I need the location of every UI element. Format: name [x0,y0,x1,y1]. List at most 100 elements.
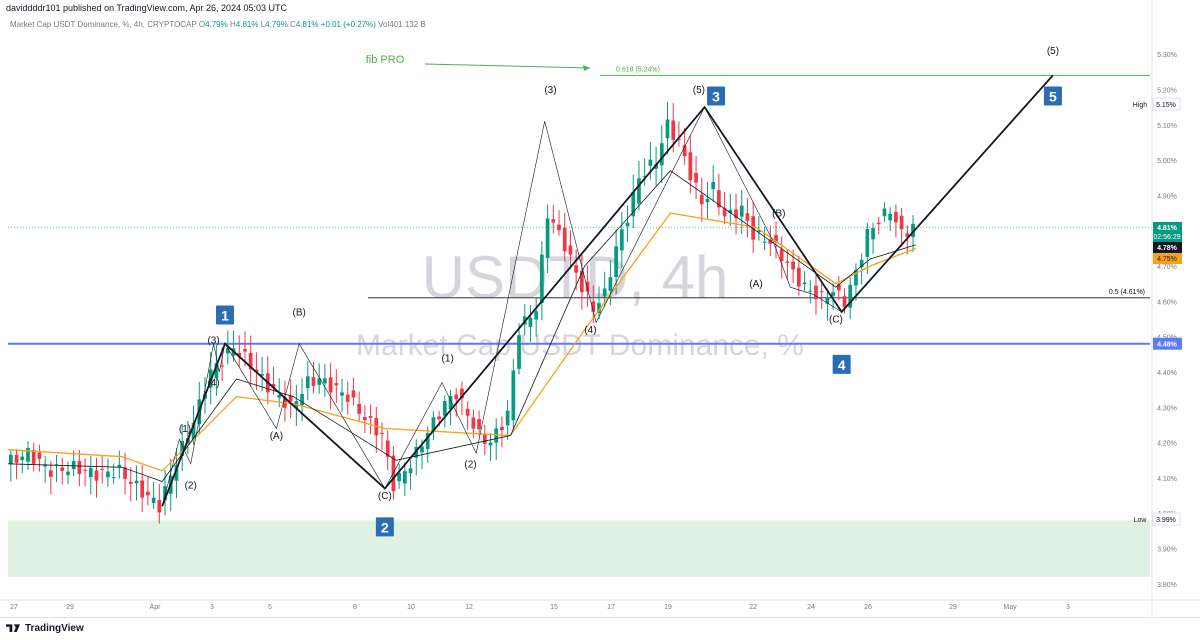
candle-body [825,297,830,304]
candle-body [54,464,59,466]
wave-label: (2) [464,459,476,470]
watermark-symbol: USDTD, 4h [422,244,729,311]
y-tick-label: 4.20% [1157,441,1177,448]
candle-body [659,143,664,166]
candle-body [260,374,264,376]
x-tick-label: 17 [607,604,615,611]
countdown: 02:56:29 [1153,234,1180,241]
y-tick-label: 4.60% [1157,299,1177,306]
candle-body [785,261,790,263]
close-value: 4.81% [295,20,319,29]
x-tick-label: May [1003,604,1017,611]
candle-body [574,265,579,273]
symbol-legend: Market Cap USDT Dominance, %, 4h, CRYPTO… [10,20,426,29]
wave-label: (4) [584,325,596,336]
candle-body [380,432,384,434]
candle-body [779,249,784,261]
low-value: 4.79% [265,20,288,29]
x-tick-label: 3 [1066,604,1070,611]
candle-body [454,394,459,400]
x-tick-label: 12 [465,604,473,611]
candle-body [157,500,162,513]
x-tick-label: 27 [10,604,18,611]
x-tick-label: 3 [210,604,214,611]
high-label: High [1133,102,1148,109]
candle-body [637,178,641,204]
candle-body [614,246,618,278]
candle-body [8,454,13,464]
wave-label: (5) [693,85,705,96]
legend-title: Market Cap USDT Dominance, %, 4h, CRYPTO… [10,20,197,29]
candle-body [517,335,521,369]
candle-body [540,254,544,303]
candle-body [836,284,841,291]
x-tick-label: 29 [949,604,957,611]
wave-box-bg [832,354,851,374]
change-value: +0.01 (+0.27%) [320,20,376,29]
wave-box-3: 3 [707,86,726,106]
candle-body [642,176,647,178]
open-value: 4.79% [205,20,228,29]
wave-box-label: 5 [1049,89,1057,105]
candle-body [911,223,915,238]
candle-body [757,230,761,233]
candle-body [842,296,847,308]
candle-body [351,390,356,398]
candle-body [77,460,82,475]
wave-box-bg [1043,86,1062,106]
candle-body [579,270,584,293]
candle-body [300,393,304,406]
candle-body [191,422,196,440]
candle-body [31,450,36,464]
candle-body [123,467,127,479]
candle-body [500,426,504,431]
y-tick-label: 3.80% [1157,582,1177,589]
candle-body [876,222,881,225]
support-tag [1153,337,1182,350]
candle-body [248,353,253,370]
candle-body [734,209,738,219]
candle-body [397,472,401,482]
wave-box-4: 4 [832,354,851,374]
candle-body [717,190,721,208]
candlestick-chart[interactable]: USDTD, 4h Market Cap USDT Dominance, % 0.6… [0,0,1200,617]
candle-body [591,301,596,312]
candle-body [214,363,219,379]
candle-body [288,395,293,402]
candle-body [151,497,156,504]
candle-body [831,292,835,296]
candle-body [739,205,744,217]
candle-body [140,480,145,498]
wave-label: (B) [772,209,785,220]
candle-body [425,433,430,449]
fib-0618-label: 0.618 (5.24%) [616,66,660,73]
high-value: 4.81% [235,20,259,29]
candle-body [66,471,70,476]
candle-body [551,219,556,223]
candle-body [437,416,441,420]
publish-info: daviddddr101 published on TradingView.co… [6,3,288,13]
candle-body [220,365,224,367]
sma-value: 4.78% [1157,245,1178,252]
footer-bar: TradingView [0,617,1200,640]
candle-body [174,465,179,481]
wave-box-2: 2 [375,517,394,537]
tradingview-logo[interactable]: TradingView [6,623,84,634]
fib-pro-arrowhead [583,65,590,71]
y-tick-label: 3.90% [1157,547,1177,554]
candle-body [848,284,853,308]
candle-body [654,164,658,169]
candle-body [277,394,282,398]
candle-body [111,477,116,479]
x-tick-label: Apr [150,604,162,611]
candle-body [237,352,242,357]
candle-body [819,291,824,293]
candle-body [865,228,870,257]
candle-body [357,403,362,414]
wave-label: (4) [207,378,219,389]
wave-label: (3) [207,336,219,347]
tradingview-icon [6,624,20,633]
x-tick-label: 22 [749,604,757,611]
candle-body [905,233,910,237]
fib-pro-label: fib PRO [366,54,405,66]
